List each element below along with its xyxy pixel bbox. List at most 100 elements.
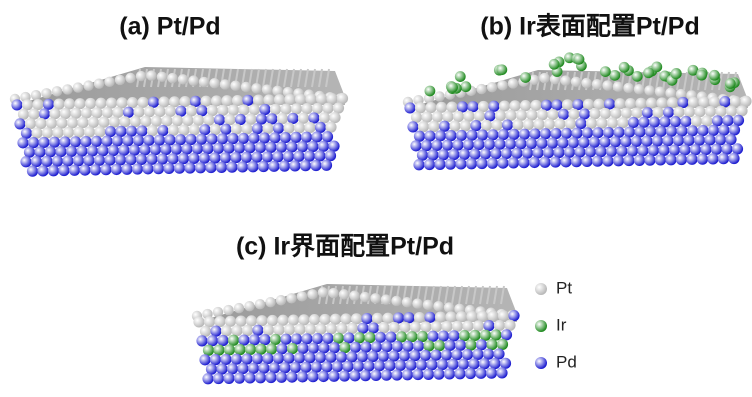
atom — [111, 164, 122, 175]
atom — [504, 320, 515, 331]
atom — [501, 329, 512, 340]
atom — [307, 289, 317, 299]
atom — [28, 109, 39, 120]
atom — [370, 293, 380, 303]
atom — [459, 330, 470, 341]
atom — [109, 116, 120, 127]
atom — [146, 70, 156, 80]
atom — [295, 94, 306, 105]
atom — [340, 313, 351, 324]
atom — [220, 79, 230, 89]
atom — [272, 151, 283, 162]
atom — [441, 349, 452, 360]
atom — [252, 325, 263, 336]
atom — [315, 352, 326, 363]
atom — [367, 351, 378, 362]
atom — [325, 352, 336, 363]
atom — [431, 140, 442, 151]
atom — [547, 138, 558, 149]
atom — [312, 103, 323, 114]
atom — [360, 370, 371, 381]
atom — [402, 369, 413, 380]
atom — [139, 144, 150, 155]
atom — [216, 162, 227, 173]
atom — [641, 136, 652, 147]
atom — [395, 360, 406, 371]
atom — [665, 154, 676, 165]
atom — [455, 71, 466, 82]
atom — [220, 152, 231, 163]
atom — [512, 119, 523, 130]
atom — [133, 106, 144, 117]
atom — [25, 118, 36, 129]
atom — [77, 117, 88, 128]
atom — [73, 155, 84, 166]
atom — [353, 361, 364, 372]
atom — [277, 113, 288, 124]
atom — [663, 107, 674, 118]
atom — [287, 343, 298, 354]
atom — [426, 359, 437, 370]
atom — [498, 310, 509, 321]
atom — [35, 118, 46, 129]
atom — [571, 77, 581, 87]
atom — [561, 128, 572, 139]
atom — [673, 106, 684, 117]
atom — [224, 114, 235, 125]
atom — [553, 147, 564, 158]
atom — [562, 99, 573, 110]
atom — [305, 324, 316, 335]
atom — [644, 155, 655, 166]
atom — [311, 131, 322, 142]
atom — [32, 99, 43, 110]
atom — [624, 126, 635, 137]
atom — [253, 95, 264, 106]
atom — [466, 130, 477, 141]
atom — [297, 343, 308, 354]
atom — [123, 107, 134, 118]
atom — [238, 104, 249, 115]
atom — [456, 130, 467, 141]
atom — [360, 292, 370, 302]
atom — [125, 154, 136, 165]
legend-label: Pt — [556, 278, 572, 297]
atom — [701, 115, 712, 126]
atom — [526, 138, 537, 149]
atom — [325, 150, 336, 161]
atom — [102, 107, 113, 118]
atom — [200, 96, 211, 107]
atom — [551, 99, 562, 110]
atom — [655, 126, 666, 137]
atom — [676, 125, 687, 136]
atom — [665, 88, 675, 98]
atom — [708, 125, 719, 136]
atom — [157, 125, 168, 136]
atom — [164, 134, 175, 145]
atom — [417, 331, 428, 342]
atom — [234, 344, 245, 355]
atom — [648, 145, 659, 156]
atom — [389, 322, 400, 333]
atom — [41, 88, 51, 98]
atom — [289, 160, 300, 171]
atom — [658, 145, 669, 156]
atom — [549, 59, 560, 70]
atom — [24, 147, 35, 158]
atom — [125, 73, 135, 83]
atom — [34, 146, 45, 157]
atom — [91, 136, 102, 147]
atom — [249, 334, 260, 345]
atom — [487, 158, 498, 169]
figure: (a) Pt/Pd (b) Ir表面配置Pt/Pd (c) Ir界面配置Pt/P… — [0, 0, 752, 392]
atom — [371, 341, 382, 352]
atom — [137, 97, 148, 108]
atom — [315, 323, 326, 334]
atom — [634, 126, 645, 137]
atom — [683, 135, 694, 146]
atom — [52, 156, 63, 167]
atom — [262, 151, 273, 162]
atom — [497, 80, 507, 90]
atom — [339, 370, 350, 381]
atom — [725, 134, 736, 145]
atom — [462, 349, 473, 360]
